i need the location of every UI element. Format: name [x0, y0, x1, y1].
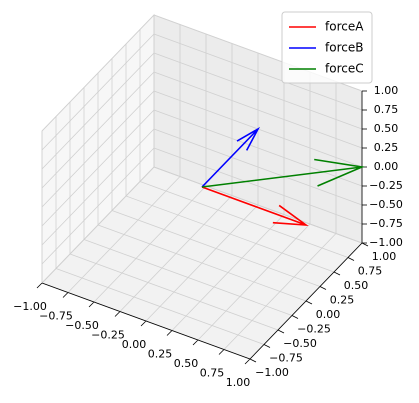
tick-mark	[333, 271, 341, 276]
grid-line	[111, 210, 321, 287]
tick-mark	[36, 282, 43, 289]
tick-mark	[249, 358, 257, 363]
legend-label: forceB	[325, 41, 363, 55]
z-tick-label: −0.25	[369, 179, 403, 192]
x-axis-line	[41, 282, 251, 360]
grid-line	[97, 224, 307, 302]
x-tick-label: −0.25	[91, 329, 125, 342]
y-tick-label: −0.50	[283, 337, 317, 350]
tick-mark	[166, 330, 173, 336]
y-tick-label: −1.00	[255, 366, 289, 379]
arrow	[201, 158, 365, 188]
grid-line	[41, 71, 155, 189]
grid-line	[41, 109, 155, 227]
grid-line	[41, 33, 155, 151]
z-tick-label: 1.00	[374, 84, 399, 97]
grid-line	[69, 253, 279, 331]
y-tick-label: 0.00	[316, 308, 341, 321]
z-tick-label: 0.50	[374, 122, 399, 135]
x-tick-label: 0.25	[148, 348, 173, 361]
grid-line	[41, 166, 155, 284]
legend-label: forceA	[325, 20, 364, 34]
grid-line	[153, 166, 363, 244]
grid-line	[41, 90, 155, 208]
grid-line	[41, 14, 155, 132]
y-axis-line	[249, 242, 363, 360]
y-tick-label: −0.75	[269, 352, 303, 365]
tick-mark	[62, 292, 69, 298]
grid-line	[153, 52, 363, 130]
tick-mark	[347, 257, 355, 261]
tick-mark	[88, 301, 95, 308]
x-tick-label: 0.75	[200, 367, 225, 380]
x-tick-label: −0.50	[65, 319, 99, 332]
legend-label: forceC	[325, 62, 364, 76]
arrow	[201, 186, 309, 226]
tick-mark	[140, 320, 147, 327]
x-tick-label: −0.75	[39, 310, 73, 323]
legend-box	[281, 11, 373, 84]
x-tick-label: 0.00	[122, 338, 147, 351]
legend: forceA forceB forceC	[281, 11, 373, 84]
tick-mark	[361, 242, 369, 247]
z-tick-label: −0.75	[369, 217, 403, 230]
grid-line	[41, 147, 155, 265]
grid-line	[55, 268, 265, 345]
z-tick-label: 0.00	[374, 160, 399, 173]
tick-mark	[192, 339, 199, 346]
y-tick-label: 0.75	[358, 265, 383, 278]
grid-line	[41, 128, 155, 246]
grid-line	[153, 147, 363, 225]
grid-line	[139, 181, 349, 258]
x-tick-label: 0.50	[174, 357, 199, 370]
z-tick-label: −0.50	[369, 198, 403, 211]
z-tick-label: 0.25	[374, 141, 399, 154]
tick-mark	[263, 344, 271, 348]
grid-line	[41, 52, 155, 170]
y-tick-label: 0.25	[330, 294, 355, 307]
x-tick-label: −1.00	[13, 300, 47, 313]
z-tick-label: 0.75	[374, 103, 399, 116]
tick-mark	[319, 286, 327, 290]
tick-mark	[291, 315, 299, 319]
tick-mark	[114, 311, 121, 317]
grid-line	[153, 128, 363, 206]
grid-line	[83, 239, 293, 316]
tick-mark	[244, 358, 251, 365]
grid-line	[153, 33, 363, 111]
tick-mark	[305, 300, 313, 305]
x-tick-label: 1.00	[226, 376, 251, 389]
y-tick-label: −0.25	[297, 323, 331, 336]
y-tick-label: 0.50	[344, 279, 369, 292]
z-tick-label: −1.00	[369, 236, 403, 249]
grid-line	[153, 71, 363, 149]
tick-mark	[277, 329, 285, 334]
grid-line	[153, 109, 363, 187]
y-tick-label: 1.00	[372, 250, 397, 263]
grid-line	[125, 195, 335, 273]
arrow	[201, 126, 261, 188]
tick-mark	[218, 349, 225, 355]
